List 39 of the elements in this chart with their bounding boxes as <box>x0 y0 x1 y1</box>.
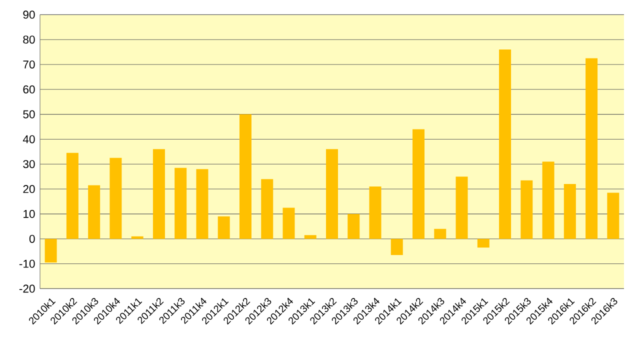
bar <box>110 158 122 239</box>
bar <box>44 238 57 262</box>
bar <box>456 176 468 239</box>
bar <box>607 192 620 239</box>
bar <box>390 238 403 255</box>
y-tick-label: 70 <box>23 60 35 68</box>
bar <box>304 234 316 239</box>
bar <box>348 214 360 239</box>
y-tick-label: 50 <box>23 110 35 118</box>
y-tick-label: -10 <box>19 260 35 268</box>
bar <box>152 149 165 239</box>
y-tick-label: -20 <box>19 284 35 293</box>
bar <box>66 152 78 239</box>
y-tick-label: 80 <box>23 35 35 44</box>
bar <box>542 161 554 239</box>
bar <box>586 58 598 239</box>
bar <box>218 216 230 239</box>
bar <box>282 208 295 239</box>
bar <box>131 236 144 239</box>
bar <box>261 178 274 239</box>
bar <box>412 129 425 239</box>
y-tick-label: 0 <box>29 234 35 243</box>
y-tick-label: 10 <box>24 210 35 218</box>
bar <box>477 238 490 248</box>
bar <box>499 49 512 239</box>
bar <box>520 180 533 239</box>
bar <box>239 114 252 239</box>
bar <box>88 185 100 239</box>
bar <box>326 149 338 239</box>
y-tick-label: 90 <box>23 10 35 19</box>
bar <box>174 168 187 239</box>
y-tick-label: 40 <box>22 135 35 144</box>
bar <box>564 184 576 239</box>
y-tick-label: 60 <box>23 85 35 94</box>
bar <box>369 186 382 239</box>
y-tick-label: 30 <box>23 160 35 168</box>
bar <box>196 168 208 239</box>
bar <box>434 228 446 239</box>
y-tick-label: 20 <box>23 184 35 193</box>
